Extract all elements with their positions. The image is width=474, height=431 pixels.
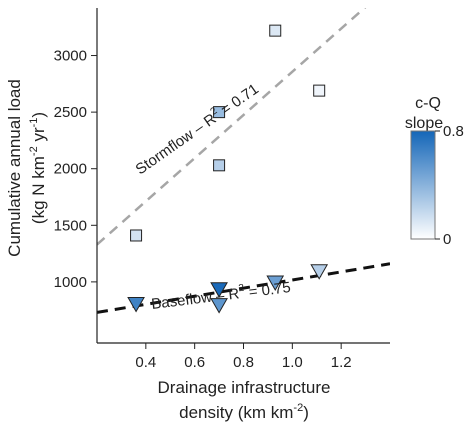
x-tick-label: 0.8 (233, 354, 254, 371)
y-tick-label: 2500 (54, 104, 87, 121)
x-tick-label: 1.0 (282, 354, 303, 371)
baseflow-fit-label-value: = 0.75 (244, 279, 292, 302)
x-tick-label: 0.4 (135, 354, 156, 371)
y-axis-label-unit-a: (kg N km (29, 156, 48, 224)
stormflow-fit-line (97, 8, 367, 246)
baseflow-fit-label-sup: 2 (238, 283, 245, 295)
stormflow-point (213, 106, 226, 119)
baseflow-point (210, 282, 228, 298)
y-axis-label-sup-a: -2 (28, 146, 40, 156)
colorbar: c-Q slope 0.8 0 (405, 95, 464, 248)
x-ticks: 0.4 0.6 0.8 1.0 1.2 (135, 343, 352, 371)
y-axis-label-line2: (kg N km-2 yr-1) (28, 112, 48, 224)
colorbar-max-label: 0.8 (443, 123, 464, 140)
baseflow-fit-line (97, 262, 390, 314)
stormflow-fit-label-value: = 0.71 (214, 81, 262, 121)
stormflow-fit-label: Stormflow – R2 = 0.71 (131, 79, 262, 178)
data-markers (127, 24, 329, 314)
y-axis-label-unit-b: yr (29, 127, 48, 146)
colorbar-min-label: 0 (443, 231, 451, 248)
stormflow-point (213, 159, 226, 172)
baseflow-fit-label-text: Baseflow – R (150, 285, 240, 313)
fit-lines (97, 8, 390, 314)
x-tick-label: 1.2 (331, 354, 352, 371)
y-axis-label-close: ) (29, 112, 48, 118)
y-ticks: 1000 1500 2000 2500 3000 (54, 48, 97, 291)
y-tick-label: 2000 (54, 161, 87, 178)
stormflow-fit-label-text: Stormflow – R (133, 110, 220, 178)
x-axis-label-line2: density (km km-2) (179, 402, 309, 422)
x-axis-label-unit: density (km km (179, 403, 293, 422)
stormflow-point (313, 84, 326, 97)
y-axis-label-sup-b: -1 (28, 118, 40, 128)
colorbar-title-line1: c-Q (415, 95, 441, 112)
y-tick-label: 1000 (54, 274, 87, 291)
x-axis-label-close: ) (303, 403, 309, 422)
stormflow-fit-label-sup: 2 (209, 105, 220, 117)
x-axis-label-line1: Drainage infrastructure (158, 378, 331, 397)
baseflow-point (310, 264, 329, 280)
stormflow-point (130, 229, 143, 242)
colorbar-gradient (410, 130, 436, 240)
x-axis-label-sup: -2 (293, 402, 303, 414)
baseflow-point (266, 275, 285, 292)
x-tick-label: 0.6 (184, 354, 205, 371)
stormflow-point (269, 24, 282, 37)
colorbar-title-line2: slope (405, 115, 443, 132)
baseflow-point (127, 297, 145, 313)
baseflow-point (210, 298, 228, 314)
y-axis-label-line1: Cumulative annual load (5, 79, 24, 257)
y-tick-label: 1500 (54, 217, 87, 234)
y-tick-label: 3000 (54, 48, 87, 65)
